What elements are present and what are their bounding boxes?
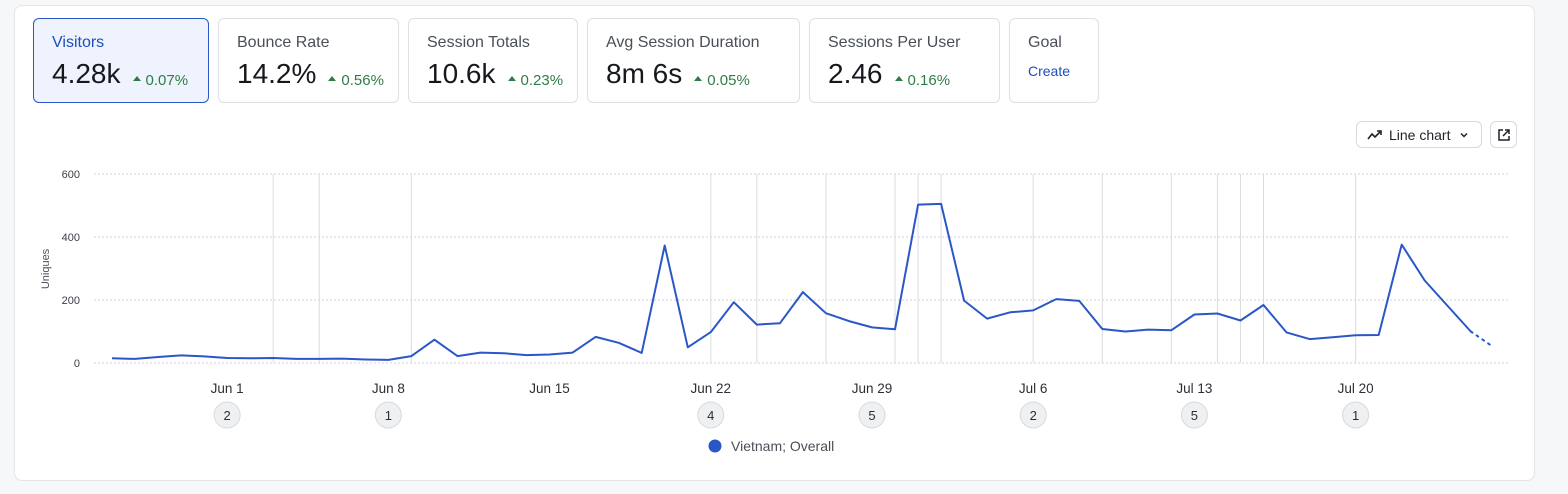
metric-card-sessions-per-user[interactable]: Sessions Per User 2.46 0.16% [809,18,1000,103]
annotation-count: 4 [707,408,714,423]
x-tick-label: Jun 29 [852,381,893,396]
metric-delta: 0.05% [694,72,750,89]
x-tick-label: Jun 22 [691,381,732,396]
delta-text: 0.16% [907,72,951,89]
y-axis: 0 200 400 600 [62,169,80,370]
metric-delta: 0.07% [132,72,189,89]
metric-label: Session Totals [427,34,530,51]
trend-up-icon [132,76,141,81]
x-tick-label: Jun 1 [211,381,244,396]
metric-value: 14.2% [237,58,317,89]
trend-line-icon [1367,129,1382,139]
goal-label: Goal [1028,34,1062,51]
metric-label: Sessions Per User [828,34,961,51]
annotation-marker [1342,401,1370,429]
delta-text: 0.05% [707,72,750,89]
annotation-marker [1180,401,1208,429]
chart-type-label: Line chart [1389,126,1451,143]
y-tick-label: 200 [62,295,80,307]
trend-up-icon [328,76,337,81]
annotation-count: 2 [224,408,231,423]
metric-value: 10.6k [427,58,496,89]
metric-card-avg-session-duration[interactable]: Avg Session Duration 8m 6s 0.05% [587,18,800,103]
annotation-marker [697,401,725,429]
y-axis-label: Uniques [40,248,52,289]
metric-card-bounce-rate[interactable]: Bounce Rate 14.2% 0.56% [218,18,399,103]
metric-label: Bounce Rate [237,34,330,51]
metric-delta: 0.23% [507,72,564,89]
delta-text: 0.23% [520,72,564,89]
metric-delta: 0.56% [328,72,384,89]
annotation-marker [858,401,886,429]
projected-line [1469,330,1495,349]
goal-card: Goal Create [1009,18,1099,103]
y-tick-label: 600 [62,169,80,181]
x-tick-label: Jun 8 [372,381,405,396]
delta-text: 0.07% [145,72,189,89]
trend-up-icon [894,76,903,81]
annotation-count: 1 [385,408,392,423]
legend-label: Vietnam; Overall [731,438,834,454]
x-axis: Jun 1 Jun 8 Jun 15 Jun 22 Jun 29 Jul 6 Jul 13 J… [211,381,1374,396]
y-tick-label: 400 [62,232,80,244]
series-line [111,202,1472,361]
series [111,202,1495,361]
chevron-down-icon [1460,132,1469,138]
x-tick-label: Jul 13 [1176,381,1212,396]
annotation-count: 5 [868,408,875,423]
open-chart-button[interactable] [1490,121,1517,148]
metric-card-session-totals[interactable]: Session Totals 10.6k 0.23% [408,18,578,103]
trend-up-icon [507,76,516,81]
metric-card-visitors[interactable]: Visitors 4.28k 0.07% [33,18,209,103]
annotation-marker [374,401,402,429]
event-lines [272,174,1357,363]
metric-delta: 0.16% [894,72,951,89]
x-tick-label: Jul 20 [1338,381,1374,396]
legend: Vietnam; Overall [708,438,834,454]
annotation-markers: 2 1 4 5 2 5 1 [213,401,1370,429]
metric-value: 8m 6s [606,58,683,89]
metric-value: 2.46 [828,58,883,89]
delta-text: 0.56% [341,72,384,89]
annotation-count: 1 [1352,408,1359,423]
y-tick-label: 0 [74,358,80,370]
annotation-marker [213,401,241,429]
annotation-count: 2 [1030,408,1037,423]
annotation-marker [1019,401,1047,429]
create-goal-link[interactable]: Create [1028,63,1071,79]
metric-label: Avg Session Duration [606,34,760,51]
chart-type-dropdown[interactable]: Line chart [1356,121,1482,148]
trend-up-icon [694,76,703,81]
x-tick-label: Jun 15 [529,381,570,396]
legend-swatch [708,439,722,453]
annotation-count: 5 [1191,408,1198,423]
external-link-icon [1497,128,1510,141]
x-tick-label: Jul 6 [1019,381,1048,396]
metric-value: 4.28k [52,58,121,89]
metric-label: Visitors [52,34,105,51]
